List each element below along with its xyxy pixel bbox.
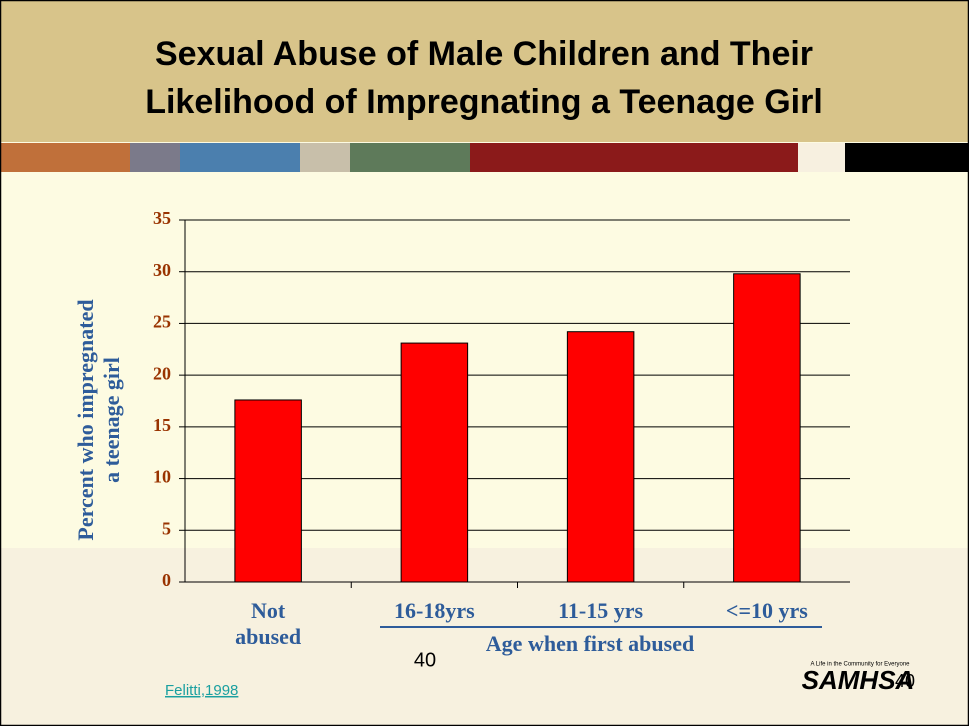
y-tick-label: 5 bbox=[162, 518, 171, 538]
logo-tagline: A Life in the Community for Everyone bbox=[810, 662, 910, 668]
logo-page-number: 40 bbox=[895, 671, 915, 691]
y-tick-label: 35 bbox=[153, 208, 171, 228]
title-line: Likelihood of Impregnating a Teenage Gir… bbox=[145, 83, 823, 121]
y-axis-label: Percent who impregnated bbox=[73, 299, 98, 540]
bar bbox=[400, 342, 469, 583]
title-line: Sexual Abuse of Male Children and Their bbox=[155, 35, 813, 73]
citation-link[interactable]: Felitti,1998 bbox=[165, 682, 238, 699]
bar bbox=[733, 273, 801, 583]
y-axis-label: a teenage girl bbox=[99, 357, 124, 483]
y-tick-label: 10 bbox=[153, 467, 171, 487]
y-tick-label: 25 bbox=[153, 312, 171, 332]
y-tick-label: 30 bbox=[153, 260, 171, 280]
bar bbox=[566, 331, 635, 583]
background-lower bbox=[0, 548, 969, 726]
logo: SAMHSA bbox=[802, 665, 915, 695]
x-tick-label: Not abused bbox=[235, 598, 302, 649]
x-tick-label: 11-15 yrs bbox=[558, 598, 644, 623]
y-tick-label: 15 bbox=[153, 415, 171, 435]
x-tick-label: <=10 yrs bbox=[725, 598, 808, 623]
y-tick-label: 0 bbox=[162, 570, 171, 590]
title-band bbox=[0, 0, 969, 142]
page-number: 40 bbox=[414, 649, 436, 671]
color-stripe bbox=[0, 143, 969, 172]
x-axis-label: Age when first abused bbox=[486, 631, 694, 656]
bar bbox=[234, 399, 302, 583]
y-tick-label: 20 bbox=[153, 363, 171, 383]
x-tick-label: 16-18yrs bbox=[394, 598, 475, 623]
